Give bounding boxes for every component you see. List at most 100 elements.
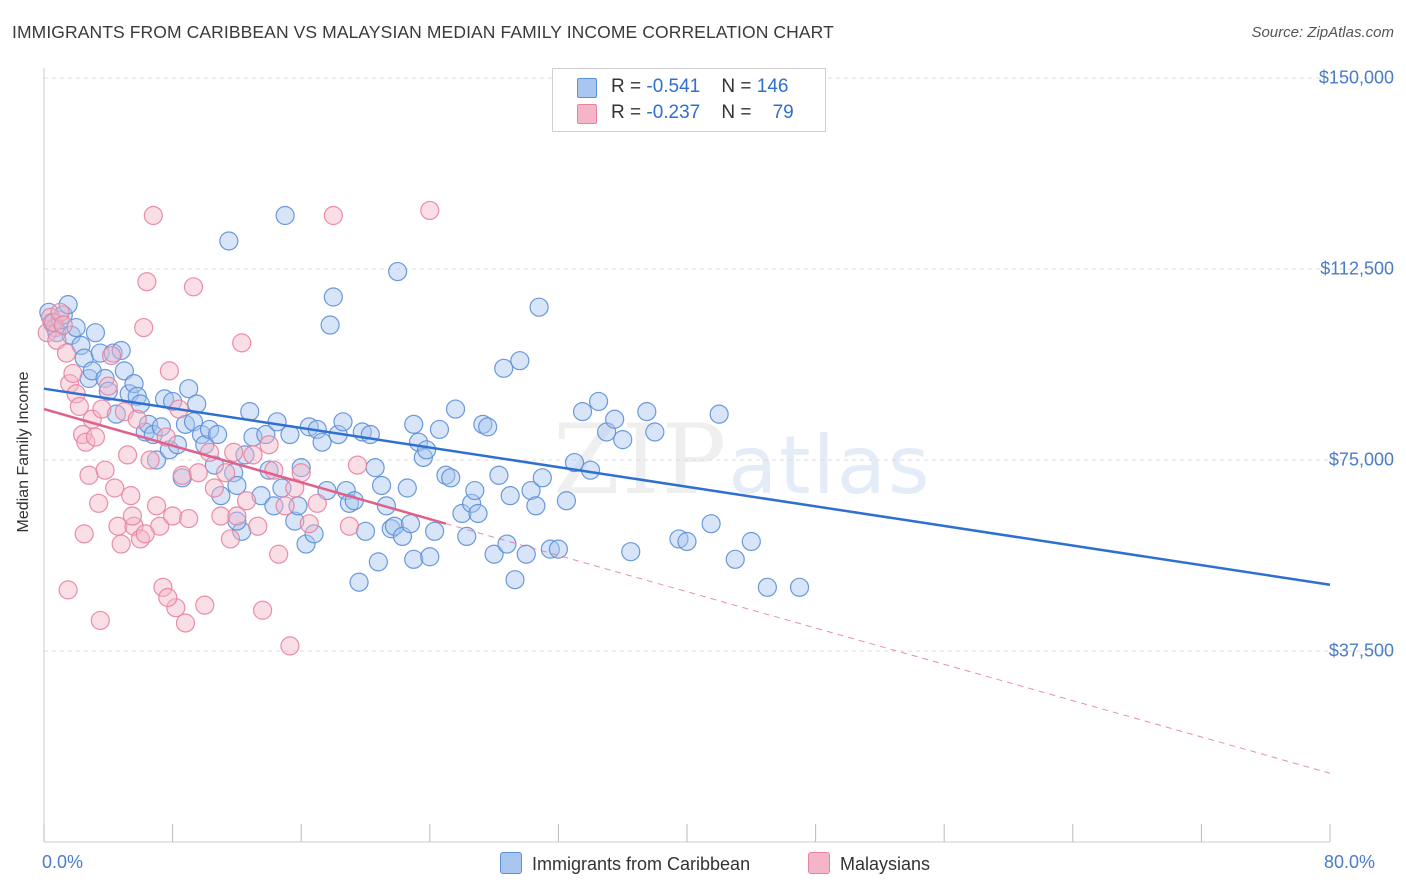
trend-line-malaysians-extension	[445, 523, 1331, 774]
malaysians-point	[58, 580, 78, 600]
caribbean-point	[264, 496, 284, 516]
legend-stats-malaysians: R = -0.237 N = 79	[611, 102, 794, 124]
caribbean-point	[416, 440, 437, 460]
malaysians-point	[76, 432, 96, 452]
caribbean-point	[251, 486, 271, 506]
caribbean-point	[441, 468, 461, 488]
caribbean-point	[146, 450, 167, 470]
caribbean-point	[349, 572, 369, 592]
malaysians-point	[323, 205, 343, 226]
malaysians-point	[137, 272, 157, 292]
malaysians-point	[74, 524, 94, 544]
caribbean-point	[312, 432, 332, 452]
caribbean-point	[333, 412, 353, 432]
malaysians-point	[146, 496, 167, 516]
malaysians-point	[135, 524, 155, 544]
y-tick-label: $75,000	[1328, 449, 1394, 470]
bottom-legend-label-caribbean: Immigrants from Caribbean	[532, 854, 751, 874]
malaysians-point	[175, 613, 196, 633]
malaysians-point	[127, 409, 147, 429]
malaysians-point	[248, 516, 268, 536]
caribbean-point	[58, 295, 78, 315]
caribbean-point	[355, 521, 376, 541]
caribbean-point	[529, 297, 549, 317]
legend-r-value: -0.237	[646, 102, 701, 123]
malaysians-point	[172, 465, 192, 485]
malaysians-point	[243, 445, 263, 465]
y-tick-label: $150,000	[1318, 67, 1394, 88]
y-tick-label: $37,500	[1328, 640, 1394, 661]
malaysians-point	[420, 200, 440, 221]
caribbean-point	[494, 358, 514, 378]
caribbean-point	[510, 351, 530, 371]
caribbean-point	[621, 542, 641, 562]
legend-n-label: N =	[721, 102, 757, 123]
malaysians-point	[105, 478, 125, 498]
caribbean-point	[500, 486, 520, 506]
malaysians-point	[269, 544, 289, 564]
malaysians-point	[339, 516, 360, 536]
malaysians-point	[37, 323, 57, 343]
caribbean-point	[478, 417, 498, 437]
caribbean-point	[548, 539, 569, 559]
caribbean-point	[425, 521, 445, 541]
malaysians-point	[204, 478, 224, 498]
legend-n-label: N =	[721, 76, 757, 97]
malaysians-point	[117, 445, 138, 465]
caribbean-point	[588, 391, 609, 412]
malaysians-point	[85, 427, 106, 447]
caribbean-point	[461, 493, 482, 513]
malaysians-point	[232, 333, 252, 353]
caribbean-point	[384, 516, 405, 536]
x-tick-label-max: 80.0%	[1324, 852, 1376, 872]
axes	[43, 68, 1331, 843]
malaysians-point	[111, 534, 131, 554]
caribbean-point	[484, 544, 504, 564]
caribbean-point	[468, 503, 488, 524]
malaysians-point	[307, 493, 327, 513]
malaysians-point	[90, 610, 110, 631]
caribbean-point	[709, 404, 729, 424]
malaysians-point	[195, 595, 215, 615]
legend-r-label: R =	[611, 102, 647, 123]
caribbean-point	[516, 544, 536, 564]
caribbean-point	[400, 514, 421, 534]
y-tick-label: $112,500	[1320, 258, 1394, 279]
legend-swatch-blue	[577, 78, 597, 98]
caribbean-point	[497, 534, 517, 554]
caribbean-point	[429, 419, 450, 440]
caribbean-point	[526, 496, 546, 516]
malaysians-point	[95, 460, 115, 480]
malaysians-point	[89, 493, 109, 513]
caribbean-point	[572, 402, 593, 422]
malaysians-point	[179, 508, 199, 529]
x-tick-label-min: 0.0%	[42, 852, 84, 872]
caribbean-point	[235, 445, 255, 465]
malaysians-point	[253, 600, 273, 620]
caribbean-point	[404, 414, 424, 434]
bottom-legend-swatch-blue	[500, 852, 522, 874]
malaysians-point	[92, 399, 112, 419]
bottom-legend-label-malaysians: Malaysians	[840, 854, 931, 874]
malaysians-point	[79, 465, 99, 485]
caribbean-point	[725, 549, 745, 569]
caribbean-point	[323, 287, 343, 307]
legend-swatch-pink	[577, 104, 597, 124]
malaysians-point	[143, 205, 163, 226]
caribbean-point	[304, 524, 324, 544]
bottom-legend-malaysians: Malaysians	[808, 852, 930, 875]
caribbean-point	[457, 526, 477, 547]
malaysians-point	[188, 463, 208, 483]
caribbean-point	[151, 417, 171, 437]
caribbean-point	[532, 468, 552, 488]
caribbean-point	[489, 465, 509, 485]
trend-line-malaysians	[43, 407, 447, 525]
caribbean-point	[741, 531, 761, 552]
caribbean-point	[371, 475, 392, 496]
series-malaysians-points	[37, 200, 440, 656]
legend-stats-caribbean: R = -0.541 N = 146	[611, 76, 788, 98]
legend-r-label: R =	[611, 76, 647, 97]
caribbean-point	[388, 261, 408, 282]
caribbean-point	[505, 570, 525, 590]
